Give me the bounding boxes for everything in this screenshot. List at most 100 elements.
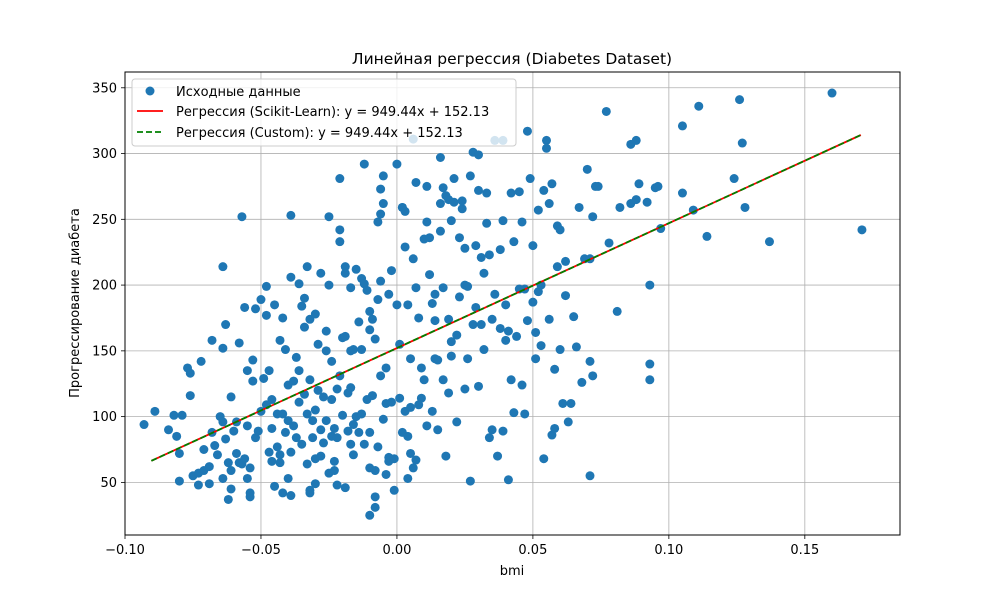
x-tick-label: 0.00 xyxy=(382,543,411,558)
data-point xyxy=(460,243,470,253)
data-point xyxy=(324,212,334,222)
data-point xyxy=(561,256,571,266)
data-point xyxy=(270,481,280,491)
data-point xyxy=(631,195,641,205)
data-point xyxy=(261,310,271,320)
data-point xyxy=(305,375,315,385)
data-point xyxy=(272,442,282,452)
data-point xyxy=(764,237,774,247)
data-point xyxy=(631,135,641,145)
data-point xyxy=(411,455,421,465)
data-point xyxy=(335,174,345,184)
data-point xyxy=(169,410,179,420)
data-point xyxy=(348,450,358,460)
data-point xyxy=(294,279,304,289)
y-tick-label: 250 xyxy=(92,213,117,228)
data-point xyxy=(278,409,288,419)
data-point xyxy=(588,212,598,222)
data-point xyxy=(474,381,484,391)
data-point xyxy=(378,414,388,424)
x-axis-label: bmi xyxy=(500,564,525,579)
data-point xyxy=(139,420,149,430)
data-point xyxy=(441,451,451,461)
data-point xyxy=(370,492,380,502)
data-point xyxy=(547,179,557,189)
data-point xyxy=(452,330,462,340)
data-point xyxy=(601,106,611,116)
data-point xyxy=(289,376,299,386)
data-point xyxy=(569,312,579,322)
data-point xyxy=(528,241,538,251)
data-point xyxy=(267,423,277,433)
data-point xyxy=(406,448,416,458)
data-point xyxy=(305,488,315,498)
data-point xyxy=(425,270,435,280)
data-point xyxy=(495,245,505,255)
data-point xyxy=(289,421,299,431)
data-point xyxy=(525,174,535,184)
data-point xyxy=(174,476,184,486)
data-point xyxy=(348,420,358,430)
y-axis-ticks: 50 100 150 200 250 300 350 xyxy=(92,81,125,491)
data-point xyxy=(240,454,250,464)
data-point xyxy=(653,181,663,191)
data-point xyxy=(351,264,361,274)
data-point xyxy=(299,293,309,303)
data-point xyxy=(275,458,285,468)
data-point xyxy=(514,187,524,197)
data-point xyxy=(400,206,410,216)
data-point xyxy=(476,320,486,330)
data-point xyxy=(329,456,339,466)
data-point xyxy=(422,421,432,431)
data-point xyxy=(737,138,747,148)
legend-label-custom: Регрессия (Custom): y = 949.44x + 152.13 xyxy=(176,126,463,141)
data-point xyxy=(435,152,445,162)
data-point xyxy=(487,314,497,324)
data-point xyxy=(329,466,339,476)
data-point xyxy=(370,466,380,476)
data-point xyxy=(400,242,410,252)
data-point xyxy=(294,397,304,407)
data-point xyxy=(694,101,704,111)
data-point xyxy=(487,425,497,435)
data-point xyxy=(316,451,326,461)
data-point xyxy=(482,218,492,228)
data-point xyxy=(604,238,614,248)
data-point xyxy=(229,426,239,436)
data-point xyxy=(677,188,687,198)
data-point xyxy=(302,459,312,469)
y-tick-label: 50 xyxy=(100,476,117,491)
data-point xyxy=(634,179,644,189)
data-point xyxy=(319,392,329,402)
data-point xyxy=(403,300,413,310)
data-point xyxy=(582,164,592,174)
data-point xyxy=(242,366,252,376)
scatter-points xyxy=(139,88,867,520)
data-point xyxy=(226,466,236,476)
data-point xyxy=(454,292,464,302)
data-point xyxy=(430,316,440,326)
data-point xyxy=(550,423,560,433)
data-point xyxy=(327,356,337,366)
data-point xyxy=(280,345,290,355)
data-point xyxy=(460,384,470,394)
data-point xyxy=(384,289,394,299)
data-point xyxy=(381,363,391,373)
data-point xyxy=(332,384,342,394)
data-point xyxy=(248,355,258,365)
data-point xyxy=(354,427,364,437)
data-point xyxy=(359,439,369,449)
data-point xyxy=(827,88,837,98)
data-point xyxy=(571,342,581,352)
data-point xyxy=(729,174,739,184)
data-point xyxy=(319,438,329,448)
data-point xyxy=(278,488,288,498)
data-point xyxy=(411,177,421,187)
data-point xyxy=(346,439,356,449)
data-point xyxy=(427,406,437,416)
data-point xyxy=(340,483,350,493)
data-point xyxy=(493,451,503,461)
data-point xyxy=(275,450,285,460)
data-point xyxy=(536,341,546,351)
data-point xyxy=(234,338,244,348)
